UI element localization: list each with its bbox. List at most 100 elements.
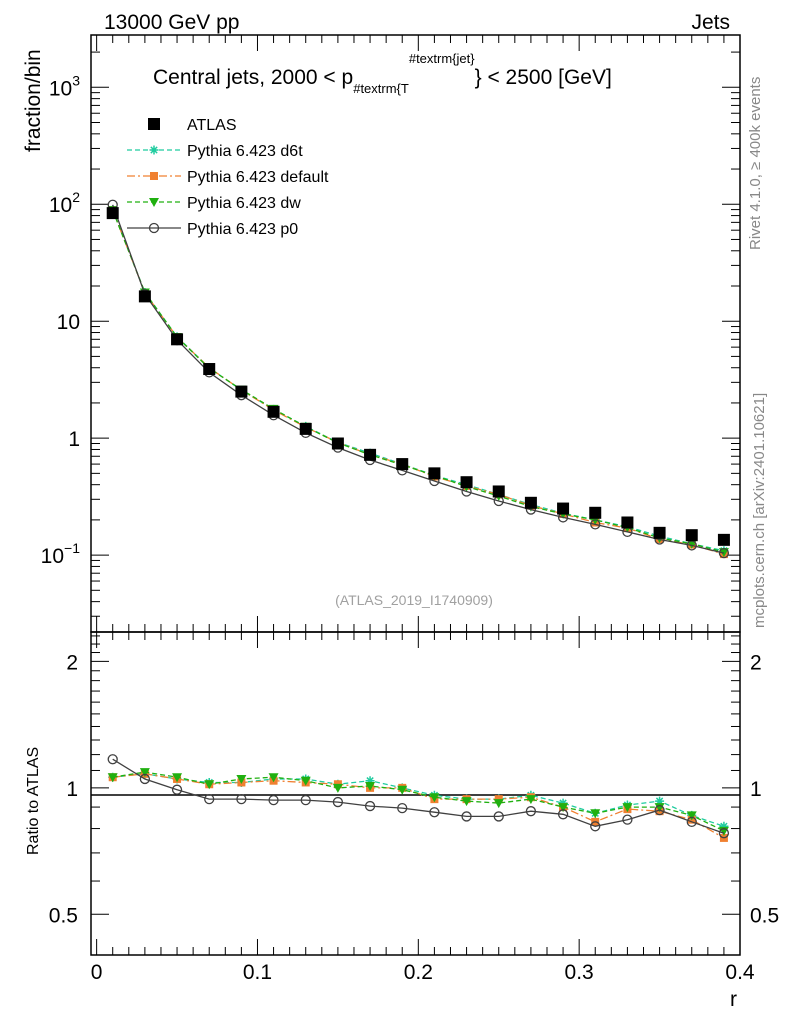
data-point-atlas [203,363,216,376]
data-point-atlas [492,485,505,498]
data-point-pythia-6-423-dw [139,768,150,778]
legend-label-pythia-6-423-p0: Pythia 6.423 p0 [187,221,298,238]
data-point-pythia-6-423-p0 [429,807,440,818]
data-point-pythia-6-423-p0 [718,547,730,559]
y-tick-label: 102 [49,189,80,217]
data-point-atlas [299,422,312,435]
ratio-y-axis-label: Ratio to ATLAS [25,747,42,855]
data-point-atlas [171,333,184,346]
data-point-pythia-6-423-p0 [622,814,633,825]
data-point-pythia-6-423-dw [622,803,633,813]
data-point-atlas [621,516,634,529]
ratio-y-tick-label-left: 0.5 [49,904,78,927]
data-point-pythia-6-423-p0 [268,794,279,806]
data-point-atlas [653,526,666,539]
header-right-label: Jets [691,11,730,34]
data-point-atlas [235,385,248,398]
data-point-atlas [589,506,602,519]
analysis-watermark: (ATLAS_2019_I1740909) [335,592,493,608]
data-point-pythia-6-423-dw [365,782,376,792]
data-point-pythia-6-423-dw [590,809,601,819]
data-point-pythia-6-423-p0 [171,784,183,795]
legend-marker-pythia-6-423-default [150,172,158,180]
data-point-pythia-6-423-p0 [557,809,569,820]
data-point-pythia-6-423-p0 [590,821,601,832]
ratio-y-tick-labels: 0.5 0.5 1 1 2 2 [49,651,779,927]
data-point-pythia-6-423-dw [558,803,569,813]
x-axis-label: r [730,988,737,1011]
y-tick-label: 103 [49,72,80,100]
data-point-atlas [685,529,698,542]
y-tick-label: 10 [57,311,80,334]
header-left-label: 13000 GeV pp [104,11,239,34]
data-point-pythia-6-423-d6t [655,796,665,806]
data-point-pythia-6-423-p0 [236,793,247,805]
data-point-pythia-6-423-dw [268,773,279,783]
main-y-tick-labels: 10−1 1 10 102 103 [41,72,81,568]
plot-title-sup: #textrm{jet} [409,51,475,66]
main-series-layer [106,199,730,559]
data-point-atlas [396,458,409,471]
x-tick-label: 0.2 [404,961,433,984]
data-point-pythia-6-423-p0 [590,519,601,530]
x-tick-label: 0.1 [243,961,272,984]
x-tick-label: 0 [91,961,103,984]
data-point-pythia-6-423-dw [493,799,504,809]
data-point-atlas [428,467,441,480]
ratio-series-layer [107,754,730,842]
data-point-pythia-6-423-p0 [397,802,408,814]
data-point-atlas [364,448,377,461]
legend-marker-pythia-6-423-d6t [149,145,159,155]
series-line-pythia-6-423-p0 [112,204,725,554]
plot-title-sub: #textrm{T [353,81,409,96]
x-tick-label: 0.4 [725,961,755,984]
data-point-pythia-6-423-p0 [654,804,665,816]
data-point-atlas [717,533,730,546]
data-point-pythia-6-423-p0 [493,811,504,822]
data-point-pythia-6-423-dw [204,780,215,790]
data-point-pythia-6-423-dw [172,773,183,783]
data-point-atlas [557,502,570,515]
data-point-atlas [460,476,473,489]
legend: ATLAS Pythia 6.423 d6t Pythia 6.423 defaul… [127,117,329,238]
series-line-pythia-6-423-dw [112,771,725,832]
plot-title-main: Central jets, 2000 < p [153,66,353,89]
data-point-pythia-6-423-p0 [107,754,118,765]
legend-marker-atlas [148,118,160,130]
data-point-pythia-6-423-dw [236,774,247,784]
data-point-pythia-6-423-dw [397,785,408,795]
data-point-pythia-6-423-p0 [525,806,537,817]
data-point-pythia-6-423-dw [107,773,118,783]
data-point-pythia-6-423-p0 [718,828,730,839]
plot-title: Central jets, 2000 < p#textrm{T#textrm{j… [153,51,612,96]
mcplots-label: mcplots.cern.ch [arXiv:2401.10621] [751,393,768,628]
ratio-y-tick-label-right: 0.5 [750,904,779,927]
legend-marker-pythia-6-423-p0 [148,222,160,234]
data-point-atlas [138,290,151,303]
rivet-label: Rivet 4.1.0, ≥ 400k events [747,77,764,250]
y-tick-label: 1 [68,428,80,451]
legend-label-pythia-6-423-dw: Pythia 6.423 dw [187,195,301,212]
data-point-atlas [106,207,119,220]
data-point-pythia-6-423-p0 [686,816,697,827]
series-line-pythia-6-423-p0 [112,758,725,834]
data-point-pythia-6-423-dw [461,797,472,807]
data-point-pythia-6-423-dw [300,776,311,786]
data-point-pythia-6-423-p0 [300,794,311,806]
data-point-atlas [331,437,344,450]
legend-label-atlas: ATLAS [187,117,237,134]
data-point-pythia-6-423-dw [525,795,536,805]
plot-title-post: } < 2500 [GeV] [475,66,612,89]
data-point-pythia-6-423-d6t [365,776,375,786]
legend-marker-pythia-6-423-dw [149,198,159,207]
data-point-pythia-6-423-dw [654,803,665,813]
series-line-pythia-6-423-d6t [112,773,725,827]
ratio-y-tick-label-right: 1 [750,778,762,801]
data-point-pythia-6-423-p0 [204,793,215,805]
ratio-y-tick-label-left: 1 [66,778,78,801]
data-point-pythia-6-423-p0 [461,811,472,822]
main-plot-panel: 10−1 1 10 102 103 fraction/bin Central jets,… [22,34,741,633]
